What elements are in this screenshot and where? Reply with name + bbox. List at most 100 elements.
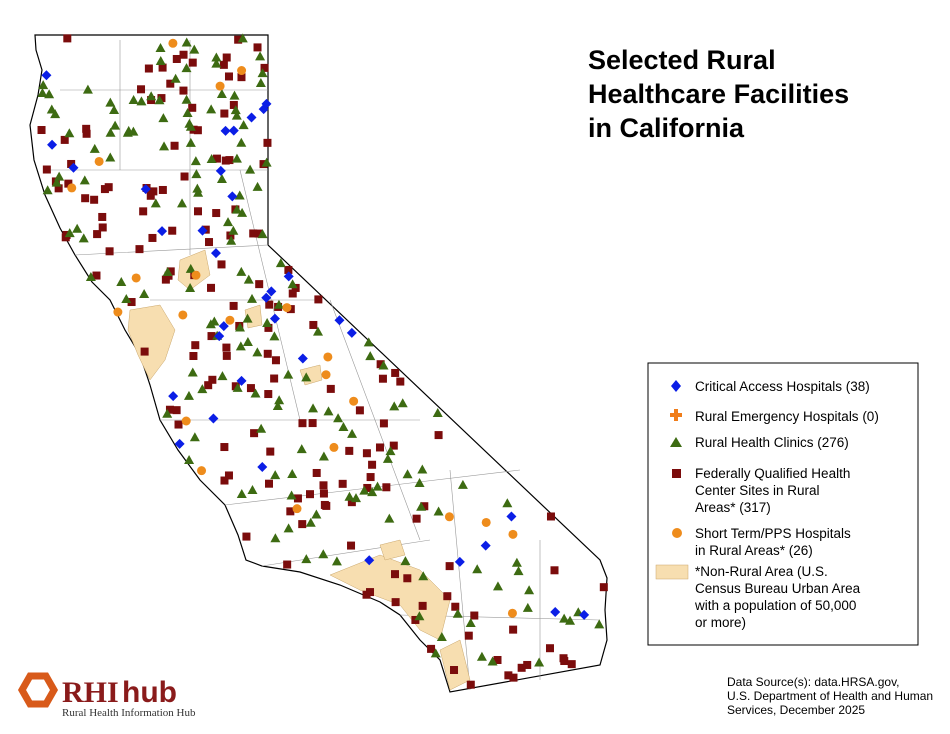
clinic-marker — [182, 107, 193, 117]
fqhc-marker — [493, 655, 502, 664]
fqhc-marker — [63, 34, 72, 43]
clinic-marker — [185, 282, 196, 292]
logo: RHI hub Rural Health Information Hub — [17, 672, 196, 719]
clinic-marker — [270, 470, 281, 480]
clinic-marker — [184, 455, 195, 465]
fqhc-marker — [207, 332, 216, 341]
california-outline — [29, 34, 608, 693]
legend-label: Census Bureau Urban Area — [695, 581, 861, 596]
fqhc-marker — [188, 103, 197, 112]
fqhc-marker — [149, 187, 158, 196]
fqhc-marker — [470, 611, 479, 620]
legend-label: Rural Emergency Hospitals (0) — [695, 409, 879, 424]
hospital-marker — [329, 442, 339, 452]
legend-urban — [655, 564, 689, 580]
fqhc-marker — [139, 207, 148, 216]
cah-marker — [261, 98, 272, 109]
clinic-marker — [286, 490, 297, 500]
fqhc-marker — [220, 443, 229, 452]
legend-label: Federally Qualified Health — [695, 466, 850, 481]
clinic-marker — [338, 422, 349, 432]
clinic-marker — [400, 556, 411, 566]
clinic-marker — [416, 501, 427, 511]
clinic-marker — [272, 401, 283, 411]
fqhc-marker — [263, 138, 272, 147]
fqhc-marker — [165, 405, 174, 414]
fqhc-marker — [319, 481, 328, 490]
cah-marker — [218, 321, 229, 332]
fqhc-marker — [172, 406, 181, 415]
clinic-marker — [185, 121, 196, 131]
clinic-marker — [522, 602, 533, 612]
fqhc-marker — [368, 460, 377, 469]
clinic-marker — [257, 68, 268, 78]
cah-marker — [346, 327, 357, 338]
clinic-marker — [170, 73, 181, 83]
fqhc-marker — [266, 447, 275, 456]
fqhc-marker — [403, 574, 412, 583]
logo-tagline: Rural Health Information Hub — [62, 707, 196, 719]
fqhc-marker — [180, 172, 189, 181]
source-line: U.S. Department of Health and Human — [727, 689, 933, 703]
fqhc-marker — [189, 352, 198, 361]
fqhc-marker — [237, 73, 246, 82]
cah-marker — [269, 313, 280, 324]
clinic-marker — [64, 128, 75, 138]
fqhc-marker — [391, 598, 400, 607]
clinic-marker — [247, 293, 258, 303]
clinic-marker — [109, 104, 120, 114]
clinic-marker — [217, 371, 228, 381]
clinic-marker — [534, 657, 545, 667]
facility-markers — [37, 33, 608, 689]
clinic-marker — [255, 51, 266, 61]
fqhc-marker — [255, 280, 264, 289]
fqhc-marker — [246, 384, 255, 393]
fqhc-marker — [224, 72, 233, 81]
hospital-marker — [181, 416, 191, 426]
cah-marker — [257, 461, 268, 472]
legend-diamond — [671, 380, 681, 392]
fqhc-marker — [157, 94, 166, 103]
fqhc-marker — [253, 43, 262, 52]
hospital-marker — [292, 504, 302, 514]
clinic-marker — [181, 37, 192, 47]
clinic-marker — [476, 651, 487, 661]
clinic-marker — [231, 204, 242, 214]
clinic-marker — [382, 453, 393, 463]
hospital-marker — [444, 512, 454, 522]
clinic-marker — [185, 263, 196, 273]
clinic-marker — [257, 229, 268, 239]
clinic-marker — [85, 272, 96, 282]
fqhc-marker — [305, 490, 314, 499]
cah-marker — [297, 353, 308, 364]
clinic-marker — [236, 488, 247, 498]
clinic-marker — [305, 517, 316, 527]
legend-label: in Rural Areas* (26) — [695, 543, 813, 558]
legend-label: Center Sites in Rural — [695, 483, 820, 498]
data-source: Data Source(s): data.HRSA.gov,U.S. Depar… — [727, 675, 933, 717]
fqhc-marker — [362, 590, 371, 599]
fqhc-marker — [517, 663, 526, 672]
clinic-marker — [187, 367, 198, 377]
fqhc-marker — [412, 514, 421, 523]
fqhc-marker — [319, 489, 328, 498]
clinic-marker — [192, 183, 203, 193]
fqhc-marker — [366, 473, 375, 482]
clinic-marker — [206, 154, 217, 164]
clinic-marker — [287, 279, 298, 289]
fqhc-marker — [191, 341, 200, 350]
fqhc-marker — [309, 320, 318, 329]
legend-label: Areas* (317) — [695, 500, 771, 515]
fqhc-marker — [378, 374, 387, 383]
fqhc-marker — [376, 360, 385, 369]
cah-marker — [236, 375, 247, 386]
fqhc-marker — [208, 375, 217, 384]
fqhc-marker — [509, 673, 518, 682]
clinic-marker — [308, 403, 319, 413]
clinic-marker — [283, 523, 294, 533]
cah-marker — [550, 607, 561, 618]
fqhc-marker — [445, 562, 454, 571]
cah-marker — [579, 609, 590, 620]
fqhc-marker — [166, 267, 175, 276]
